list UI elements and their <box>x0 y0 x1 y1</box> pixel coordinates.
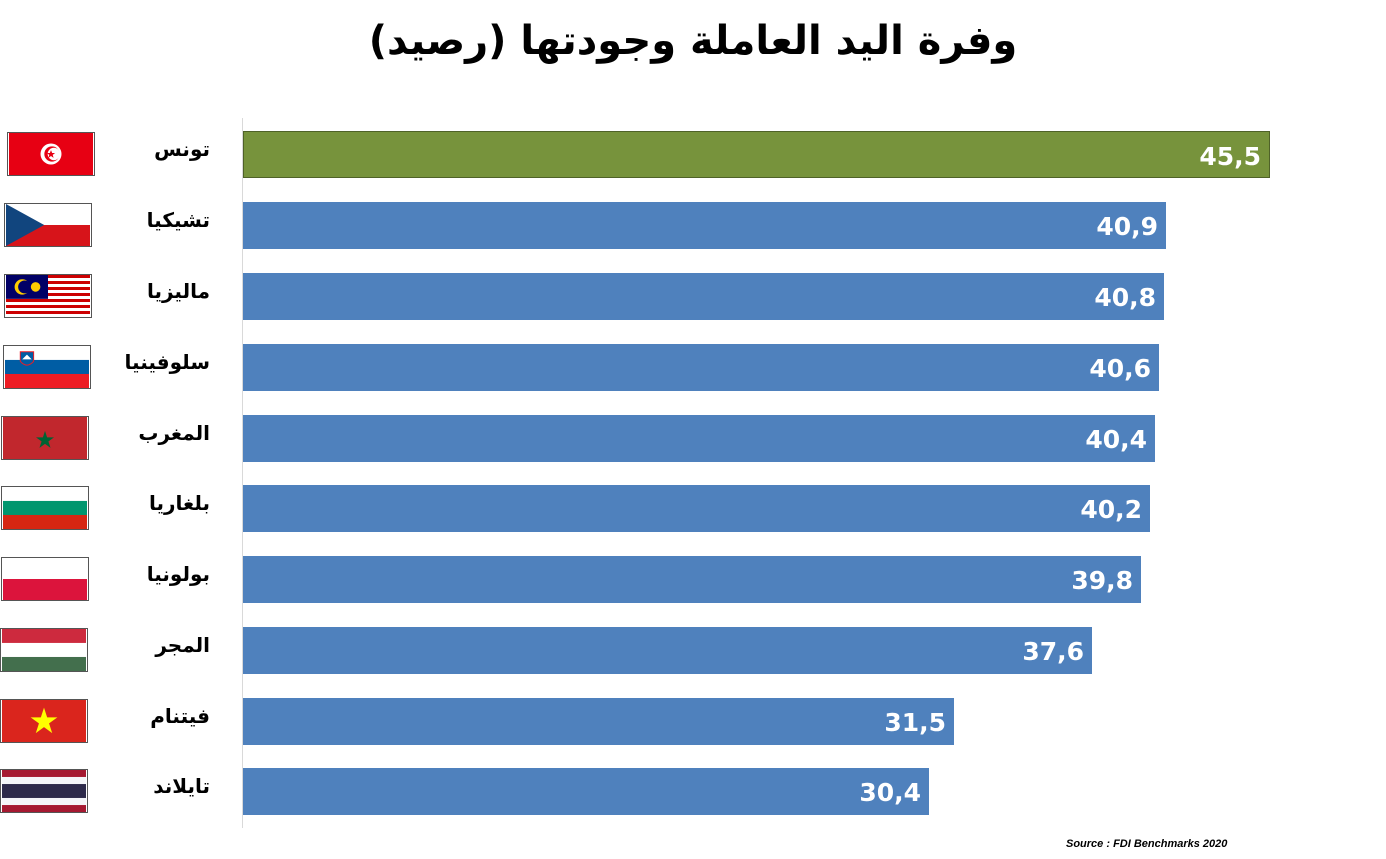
category-tick-label: تونس <box>154 137 210 161</box>
bar-data-label: 30,4 <box>859 778 921 807</box>
chart-row: سلوفينيا 40,6 <box>0 344 1386 391</box>
poland-flag-icon <box>1 557 89 601</box>
bar: 39,8 <box>243 556 1141 603</box>
category-tick-label: تشيكيا <box>146 208 210 232</box>
bar-data-label: 40,6 <box>1089 354 1151 383</box>
category-tick-label: المغرب <box>138 421 210 445</box>
bar: 40,4 <box>243 415 1155 462</box>
bar: 45,5 <box>243 131 1270 178</box>
bar: 40,9 <box>243 202 1166 249</box>
bar: 37,6 <box>243 627 1092 674</box>
bar-data-label: 40,2 <box>1080 495 1142 524</box>
thailand-flag-icon <box>0 769 88 813</box>
bar-data-label: 39,8 <box>1071 566 1133 595</box>
bar-data-label: 40,8 <box>1094 283 1156 312</box>
tunisia-flag-icon <box>7 132 95 176</box>
slovenia-flag-icon <box>3 345 91 389</box>
bar: 31,5 <box>243 698 954 745</box>
chart-row: بولونيا 39,8 <box>0 556 1386 603</box>
bar-data-label: 45,5 <box>1199 142 1261 171</box>
chart-row: تونس 45,5 <box>0 131 1386 178</box>
chart-row: ماليزيا 40,8 <box>0 273 1386 320</box>
chart-row: المجر 37,6 <box>0 627 1386 674</box>
czechia-flag-icon <box>4 203 92 247</box>
bar: 30,4 <box>243 768 929 815</box>
chart-row: تشيكيا 40,9 <box>0 202 1386 249</box>
category-tick-label: بولونيا <box>146 562 210 586</box>
category-axis-line <box>242 118 243 828</box>
bar-data-label: 37,6 <box>1022 637 1084 666</box>
bar-data-label: 40,9 <box>1096 212 1158 241</box>
category-tick-label: ماليزيا <box>146 279 210 303</box>
category-tick-label: بلغاريا <box>148 491 210 515</box>
bar: 40,8 <box>243 273 1164 320</box>
bar-data-label: 40,4 <box>1085 425 1147 454</box>
source-note: Source : FDI Benchmarks 2020 <box>1066 838 1228 850</box>
bar-data-label: 31,5 <box>884 708 946 737</box>
chart-row: فيتنام 31,5 <box>0 698 1386 745</box>
vietnam-flag-icon <box>0 699 88 743</box>
chart-row: بلغاريا 40,2 <box>0 485 1386 532</box>
chart-row: تايلاند 30,4 <box>0 768 1386 815</box>
bar: 40,2 <box>243 485 1150 532</box>
bar: 40,6 <box>243 344 1159 391</box>
hungary-flag-icon <box>0 628 88 672</box>
malaysia-flag-icon <box>4 274 92 318</box>
category-tick-label: المجر <box>155 633 210 657</box>
category-tick-label: سلوفينيا <box>124 350 210 374</box>
category-tick-label: فيتنام <box>150 704 210 728</box>
category-tick-label: تايلاند <box>153 774 210 798</box>
bulgaria-flag-icon <box>1 486 89 530</box>
chart-title: وفرة اليد العاملة وجودتها (رصيد) <box>368 18 1018 64</box>
morocco-flag-icon <box>1 416 89 460</box>
chart-row: المغرب 40,4 <box>0 415 1386 462</box>
